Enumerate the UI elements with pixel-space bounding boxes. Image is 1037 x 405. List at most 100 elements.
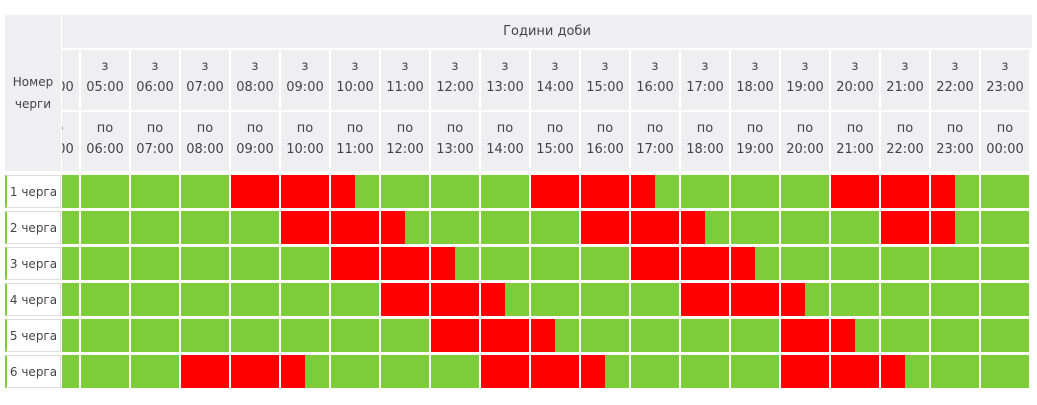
- hour-cell: [431, 211, 479, 244]
- outage: [181, 355, 229, 388]
- from-header: з 07:00: [181, 50, 229, 110]
- outage: [531, 355, 579, 388]
- from-header: з 14:00: [531, 50, 579, 110]
- to-word: по: [546, 121, 564, 136]
- hour-cell: [881, 355, 929, 388]
- from-time: 16:00: [636, 80, 674, 95]
- to-word: по: [696, 121, 714, 136]
- to-word: по: [446, 121, 464, 136]
- hour-cell: [181, 211, 229, 244]
- from-header: з 17:00: [681, 50, 729, 110]
- to-time: 17:00: [636, 142, 674, 157]
- hour-cell: [931, 319, 979, 352]
- to-time: 11:00: [336, 142, 374, 157]
- hour-cell: [62, 175, 79, 208]
- from-header: з 09:00: [281, 50, 329, 110]
- hour-cell: [281, 175, 329, 208]
- from-word: з: [101, 59, 109, 74]
- from-word: з: [351, 59, 359, 74]
- from-header: з 13:00: [481, 50, 529, 110]
- hour-cell: [931, 211, 979, 244]
- outage: [231, 175, 279, 208]
- to-header: по 00:00: [981, 112, 1029, 171]
- hour-cell: [431, 247, 479, 280]
- hour-cell: [331, 283, 379, 316]
- hour-cell: [81, 211, 129, 244]
- hour-cell: [631, 319, 679, 352]
- to-time: 12:00: [386, 142, 424, 157]
- from-word: з: [301, 59, 309, 74]
- to-word: по: [646, 121, 664, 136]
- outage: [831, 175, 879, 208]
- from-time: 13:00: [486, 80, 524, 95]
- hour-cell: [881, 247, 929, 280]
- to-header: по 16:00: [581, 112, 629, 171]
- to-header: по 06:00: [81, 112, 129, 171]
- from-word: з: [951, 59, 959, 74]
- hour-cell: [381, 211, 429, 244]
- from-header: з 05:00: [81, 50, 129, 110]
- to-time: 14:00: [486, 142, 524, 157]
- outage: [531, 319, 555, 352]
- hour-cell: [981, 355, 1029, 388]
- hour-cell: [931, 247, 979, 280]
- hour-cell: [531, 247, 579, 280]
- hour-cell: [831, 211, 879, 244]
- to-word: по: [246, 121, 264, 136]
- to-header: по 18:00: [681, 112, 729, 171]
- outage: [231, 355, 279, 388]
- hour-cell: [431, 355, 479, 388]
- hour-cell: [781, 247, 829, 280]
- hour-cell: [281, 247, 329, 280]
- from-header: з 20:00: [831, 50, 879, 110]
- hour-cell: [381, 283, 429, 316]
- hour-cell: [481, 283, 529, 316]
- from-time: 07:00: [186, 80, 224, 95]
- hour-cell: [581, 211, 629, 244]
- outage: [681, 283, 729, 316]
- to-header: по 21:00: [831, 112, 879, 171]
- from-word: з: [62, 56, 79, 77]
- hour-cell: [431, 319, 479, 352]
- hour-cell: [881, 211, 929, 244]
- hour-cell: [331, 211, 379, 244]
- from-word: з: [751, 59, 759, 74]
- from-time: 15:00: [586, 80, 624, 95]
- from-header: з 08:00: [231, 50, 279, 110]
- hour-cell: [281, 211, 329, 244]
- outage: [481, 283, 505, 316]
- hour-cell: [831, 175, 879, 208]
- hour-cell: [81, 355, 129, 388]
- hour-cell: [831, 319, 879, 352]
- from-time: 12:00: [436, 80, 474, 95]
- hour-cell: [731, 247, 779, 280]
- hour-cell: [881, 175, 929, 208]
- to-word: по: [346, 121, 364, 136]
- hour-cell: [81, 319, 129, 352]
- to-time: 21:00: [836, 142, 874, 157]
- outage: [831, 319, 855, 352]
- from-time: 14:00: [536, 80, 574, 95]
- hour-cell: [581, 319, 629, 352]
- hour-cell: [981, 247, 1029, 280]
- outage: [331, 175, 355, 208]
- to-header: по 20:00: [781, 112, 829, 171]
- hour-cell: [231, 355, 279, 388]
- from-word: з: [501, 59, 509, 74]
- hour-cell: [231, 211, 279, 244]
- hour-cell: [62, 211, 79, 244]
- hour-cell: [81, 283, 129, 316]
- from-word: з: [651, 59, 659, 74]
- to-word: по: [996, 121, 1014, 136]
- outage: [831, 355, 879, 388]
- hour-cell: [381, 175, 429, 208]
- from-time: 22:00: [936, 80, 974, 95]
- to-time: 18:00: [686, 142, 724, 157]
- to-time: 13:00: [436, 142, 474, 157]
- outage: [931, 211, 955, 244]
- hour-cell: [981, 175, 1029, 208]
- hour-cell: [62, 355, 79, 388]
- hour-cell: [481, 319, 529, 352]
- from-header: з 19:00: [781, 50, 829, 110]
- to-word: по: [196, 121, 214, 136]
